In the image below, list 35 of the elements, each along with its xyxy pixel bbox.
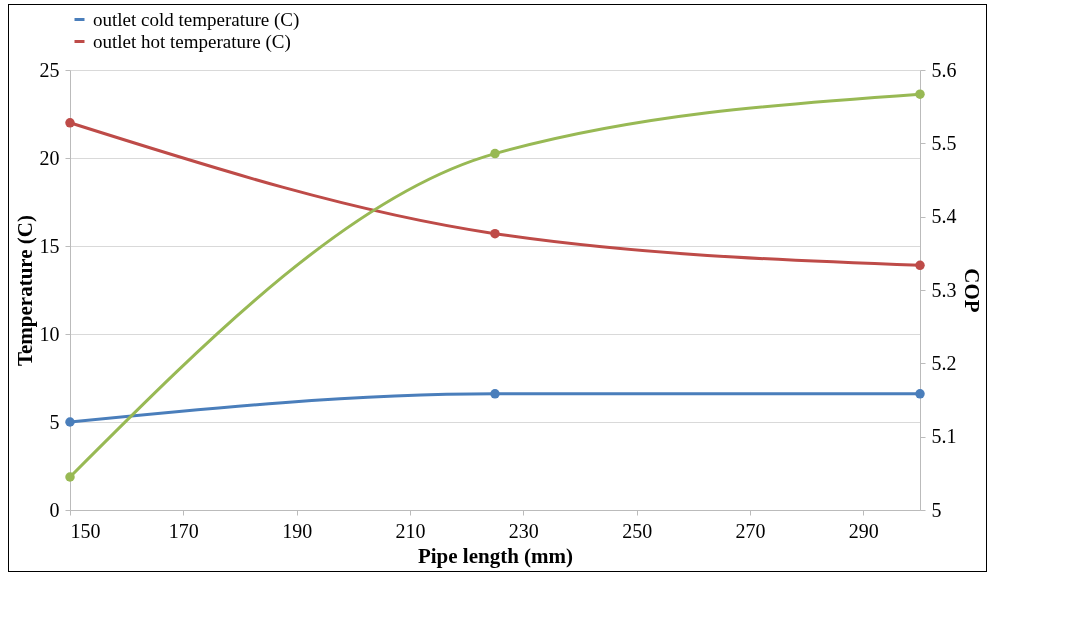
y-tick-label: 20 bbox=[39, 146, 60, 169]
x-tick-label: 190 bbox=[282, 519, 313, 542]
point bbox=[915, 89, 925, 99]
x-tick-label: 170 bbox=[168, 519, 199, 542]
x-tick-label: 150 bbox=[70, 519, 101, 542]
y-tick-label: 5 bbox=[49, 410, 60, 433]
x-tick-label: 270 bbox=[735, 519, 766, 542]
point bbox=[65, 417, 75, 427]
y2-tick-label: 5.1 bbox=[931, 425, 957, 448]
point bbox=[915, 389, 925, 399]
y2-tick-label: 5.3 bbox=[931, 278, 957, 301]
y2-axis-title: COP bbox=[959, 268, 984, 313]
y-tick-label: 10 bbox=[39, 322, 60, 345]
point bbox=[490, 389, 500, 399]
legend-label: outlet cold temperature (C) bbox=[93, 8, 300, 31]
y-axis-title: Temperature (C) bbox=[12, 214, 37, 367]
legend-label: outlet hot temperature (C) bbox=[93, 30, 291, 53]
point bbox=[490, 148, 500, 159]
point bbox=[915, 260, 925, 271]
x-tick-label: 290 bbox=[848, 519, 879, 542]
y2-tick-label: 5 bbox=[931, 498, 942, 521]
y2-tick-label: 5.4 bbox=[931, 205, 957, 228]
point bbox=[65, 118, 75, 128]
point bbox=[65, 472, 75, 482]
y2-tick-label: 5.2 bbox=[931, 351, 957, 374]
y2-tick-label: 5.6 bbox=[931, 58, 957, 81]
x-axis-title: Pipe length (mm) bbox=[417, 543, 574, 568]
y-tick-label: 25 bbox=[39, 58, 60, 81]
x-tick-label: 230 bbox=[508, 519, 539, 542]
point bbox=[490, 228, 500, 239]
y-tick-label: 0 bbox=[49, 498, 60, 521]
y2-tick-label: 5.5 bbox=[931, 131, 957, 154]
x-tick-label: 250 bbox=[622, 519, 653, 542]
y-tick-label: 15 bbox=[39, 234, 60, 257]
x-tick-label: 210 bbox=[395, 519, 426, 542]
